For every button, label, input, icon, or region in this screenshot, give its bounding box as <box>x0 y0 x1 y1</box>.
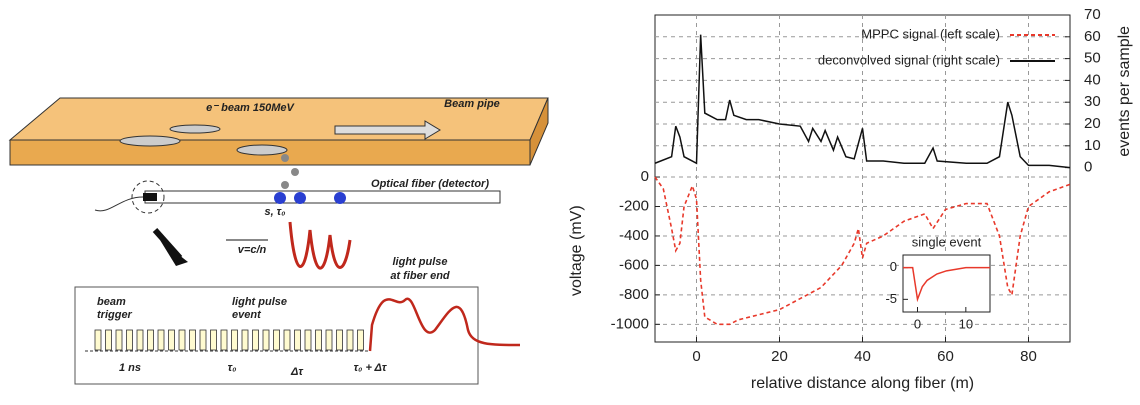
flash <box>274 192 286 204</box>
legend-label: deconvolved signal (right scale) <box>818 52 1000 67</box>
pulse <box>231 329 238 351</box>
pulse <box>189 329 196 351</box>
pulse <box>336 329 343 351</box>
pulse <box>115 329 123 351</box>
pulse <box>357 329 364 351</box>
pipe-side <box>529 97 549 166</box>
y-tick-label: 0 <box>890 259 897 274</box>
particle <box>281 181 289 189</box>
label: event <box>232 309 262 321</box>
label: Optical fiber (detector) <box>371 178 489 190</box>
zoom-circle <box>131 180 165 214</box>
pulse <box>94 329 102 351</box>
zoom-arrow <box>152 228 183 260</box>
flash <box>334 192 346 204</box>
pulse-trace <box>368 297 521 352</box>
y2-axis-label: events per sample <box>1116 26 1133 157</box>
pulse <box>220 329 228 351</box>
charts: 0 20 40 60 80 0 -200 -400 -600 -800 -1000 0 10 20 30 40… <box>568 6 1133 392</box>
particle <box>281 154 289 162</box>
pulse <box>325 329 333 351</box>
bunch <box>119 135 181 147</box>
y2-tick-label: 30 <box>1084 93 1101 110</box>
series-line <box>654 34 1071 169</box>
label: s, τ₀ <box>264 206 285 218</box>
label: e⁻ beam 150MeV <box>206 102 295 114</box>
x-tick-label: 60 <box>937 348 954 365</box>
y-tick-label: -5 <box>885 291 897 306</box>
label: at fiber end <box>390 270 450 282</box>
pulse <box>294 329 301 351</box>
pulse <box>241 329 249 351</box>
y-tick-label: 0 <box>641 168 649 185</box>
y2-tick-label: 20 <box>1084 115 1101 132</box>
pulse <box>283 329 291 351</box>
y2-tick-label: 60 <box>1084 28 1101 45</box>
label: light pulse <box>232 296 287 308</box>
cable <box>94 196 144 212</box>
pulse <box>315 329 322 351</box>
label: 1 ns <box>119 362 141 374</box>
y2-tick-label: 10 <box>1084 137 1101 154</box>
label: τ₀ + Δτ <box>354 362 387 374</box>
y-tick-label: -1000 <box>611 315 649 332</box>
pulse <box>126 329 133 351</box>
y2-tick-label: 70 <box>1084 6 1101 23</box>
label: Δτ <box>290 366 303 378</box>
y-axis-label: voltage (mV) <box>568 205 585 296</box>
pulse <box>304 329 312 351</box>
series-line <box>654 176 1071 326</box>
pulse <box>346 329 354 351</box>
x-tick-label: 20 <box>771 348 788 365</box>
plot-area <box>902 254 991 313</box>
pulse <box>178 329 186 351</box>
x-axis-label: relative distance along fiber (m) <box>751 375 974 392</box>
label: trigger <box>97 309 133 321</box>
label: beam <box>97 296 126 308</box>
label: τ₀ <box>228 362 237 374</box>
pulse-train <box>94 329 364 351</box>
pulse <box>273 329 280 351</box>
pulse <box>105 329 112 351</box>
pulses <box>288 221 352 270</box>
flash <box>294 192 306 204</box>
x-tick-label: 0 <box>914 316 921 331</box>
pulse <box>168 329 175 351</box>
particle <box>291 168 299 176</box>
inset-title: single event <box>912 234 982 249</box>
y-tick-label: -600 <box>619 256 649 273</box>
fiber-end <box>143 193 157 201</box>
legend-label: MPPC signal (left scale) <box>861 26 1000 41</box>
y2-tick-label: 40 <box>1084 71 1101 88</box>
pulse <box>262 329 270 351</box>
y-tick-label: -400 <box>619 227 649 244</box>
pulse <box>136 329 144 351</box>
y-tick-label: -800 <box>619 286 649 303</box>
x-tick-label: 0 <box>692 348 700 365</box>
y2-tick-label: 50 <box>1084 50 1101 67</box>
fiber <box>144 190 501 204</box>
bunch <box>169 124 221 134</box>
series-line <box>903 266 990 303</box>
label: v=c/n <box>238 244 267 256</box>
x-tick-label: 80 <box>1020 348 1037 365</box>
pulse <box>147 329 154 351</box>
x-tick-label: 10 <box>959 316 973 331</box>
label: Beam pipe <box>444 98 500 110</box>
y2-tick-label: 0 <box>1084 159 1092 176</box>
bunch <box>236 144 288 156</box>
y-tick-label: -200 <box>619 197 649 214</box>
x-tick-label: 40 <box>854 348 871 365</box>
label: light pulse <box>393 256 448 268</box>
pulse <box>157 329 165 351</box>
beam-arrow <box>334 120 441 140</box>
pulse <box>252 329 259 351</box>
pulse <box>210 329 217 351</box>
pulse <box>199 329 207 351</box>
diagram: Beam pipe e⁻ beam 150MeV Optical fiber (… <box>8 97 549 385</box>
